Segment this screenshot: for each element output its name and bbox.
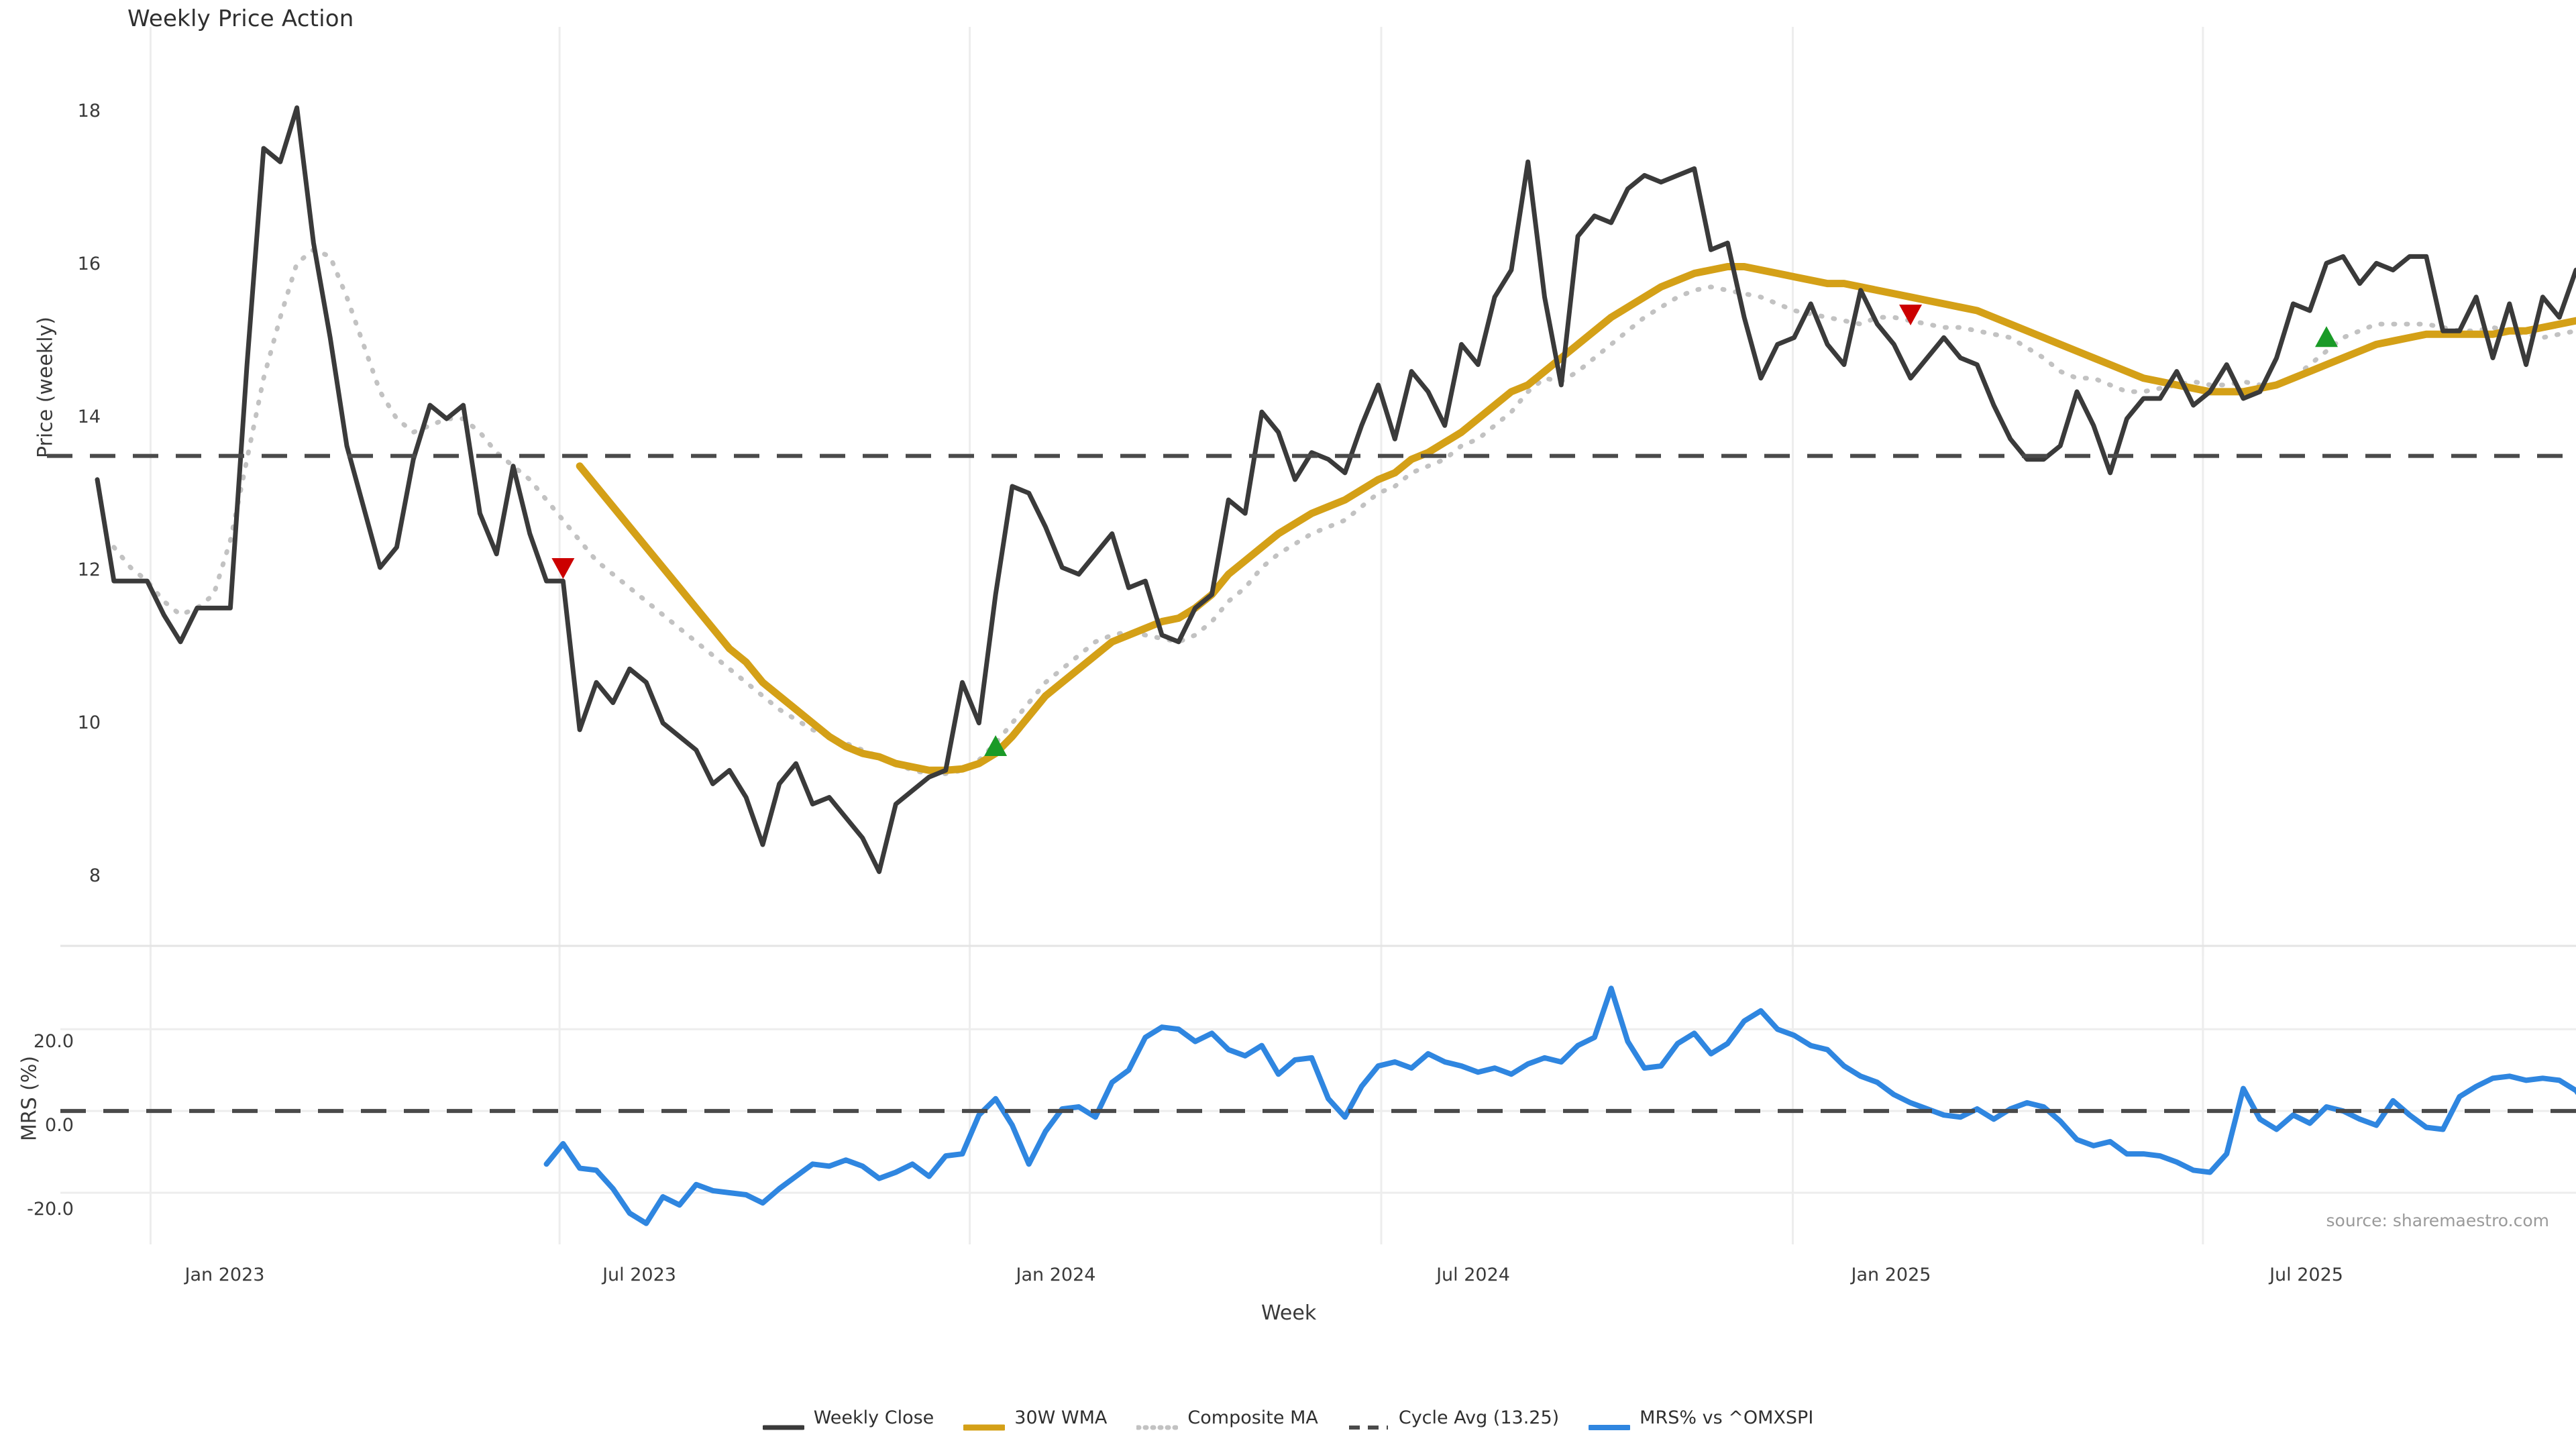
series-composite-ma [111, 247, 2576, 776]
legend-item-label: Composite MA [1187, 1407, 1318, 1428]
legend-item-label: Weekly Close [813, 1407, 934, 1428]
xtick-jul-2024: Jul 2024 [1436, 1265, 1510, 1285]
price-ytick-18: 18 [77, 101, 101, 121]
price-ytick-8: 8 [89, 865, 101, 886]
signal-markers-group [551, 305, 2339, 756]
xtick-jan-2025: Jan 2025 [1851, 1265, 1931, 1285]
chart-title: Weekly Price Action [127, 5, 354, 32]
xtick-jul-2023: Jul 2023 [602, 1265, 676, 1285]
buy-signal-marker [984, 735, 1008, 756]
sell-signal-marker [551, 557, 575, 579]
legend-item-label: 30W WMA [1014, 1407, 1108, 1428]
legend-item-mrs-vs-omxspi[interactable]: MRS% vs ^OMXSPI [1587, 1407, 1814, 1430]
mrs-ytick-neg20: -20.0 [27, 1199, 74, 1220]
mrs-series-group [543, 985, 2576, 1226]
mrs-gridlines [60, 945, 2576, 1244]
price-ytick-10: 10 [77, 712, 101, 733]
series-weekly-close [95, 105, 2576, 874]
price-series-group [95, 105, 2576, 874]
xtick-jan-2024: Jan 2024 [1016, 1265, 1096, 1285]
legend-item-cycle-avg-13-25[interactable]: Cycle Avg (13.25) [1348, 1407, 1560, 1430]
series-mrs-percent [543, 985, 2576, 1226]
mrs-ytick-20: 20.0 [33, 1031, 74, 1052]
price-gridlines [149, 27, 2204, 956]
price-ytick-14: 14 [77, 407, 101, 427]
mrs-ytick-0: 0.0 [45, 1115, 74, 1136]
legend-item-30w-wma[interactable]: 30W WMA [961, 1407, 1108, 1430]
buy-signal-marker [2315, 326, 2339, 347]
price-ytick-16: 16 [77, 254, 101, 274]
legend-item-label: MRS% vs ^OMXSPI [1640, 1407, 1814, 1428]
xtick-jan-2023: Jan 2023 [184, 1265, 265, 1285]
sell-signal-marker [1899, 305, 1923, 326]
legend-item-composite-ma[interactable]: Composite MA [1135, 1407, 1318, 1430]
price-ytick-12: 12 [77, 559, 101, 580]
x-axis-label: Week [1261, 1301, 1317, 1325]
chart-legend: Weekly Close 30W WMA Composite MA Cycle Avg… [0, 1407, 2576, 1430]
series-30w-wma [576, 262, 2576, 774]
legend-item-label: Cycle Avg (13.25) [1398, 1407, 1560, 1428]
xtick-jul-2025: Jul 2025 [2269, 1265, 2343, 1285]
source-note: source: sharemaestro.com [2326, 1211, 2550, 1230]
legend-item-weekly-close[interactable]: Weekly Close [761, 1407, 934, 1430]
